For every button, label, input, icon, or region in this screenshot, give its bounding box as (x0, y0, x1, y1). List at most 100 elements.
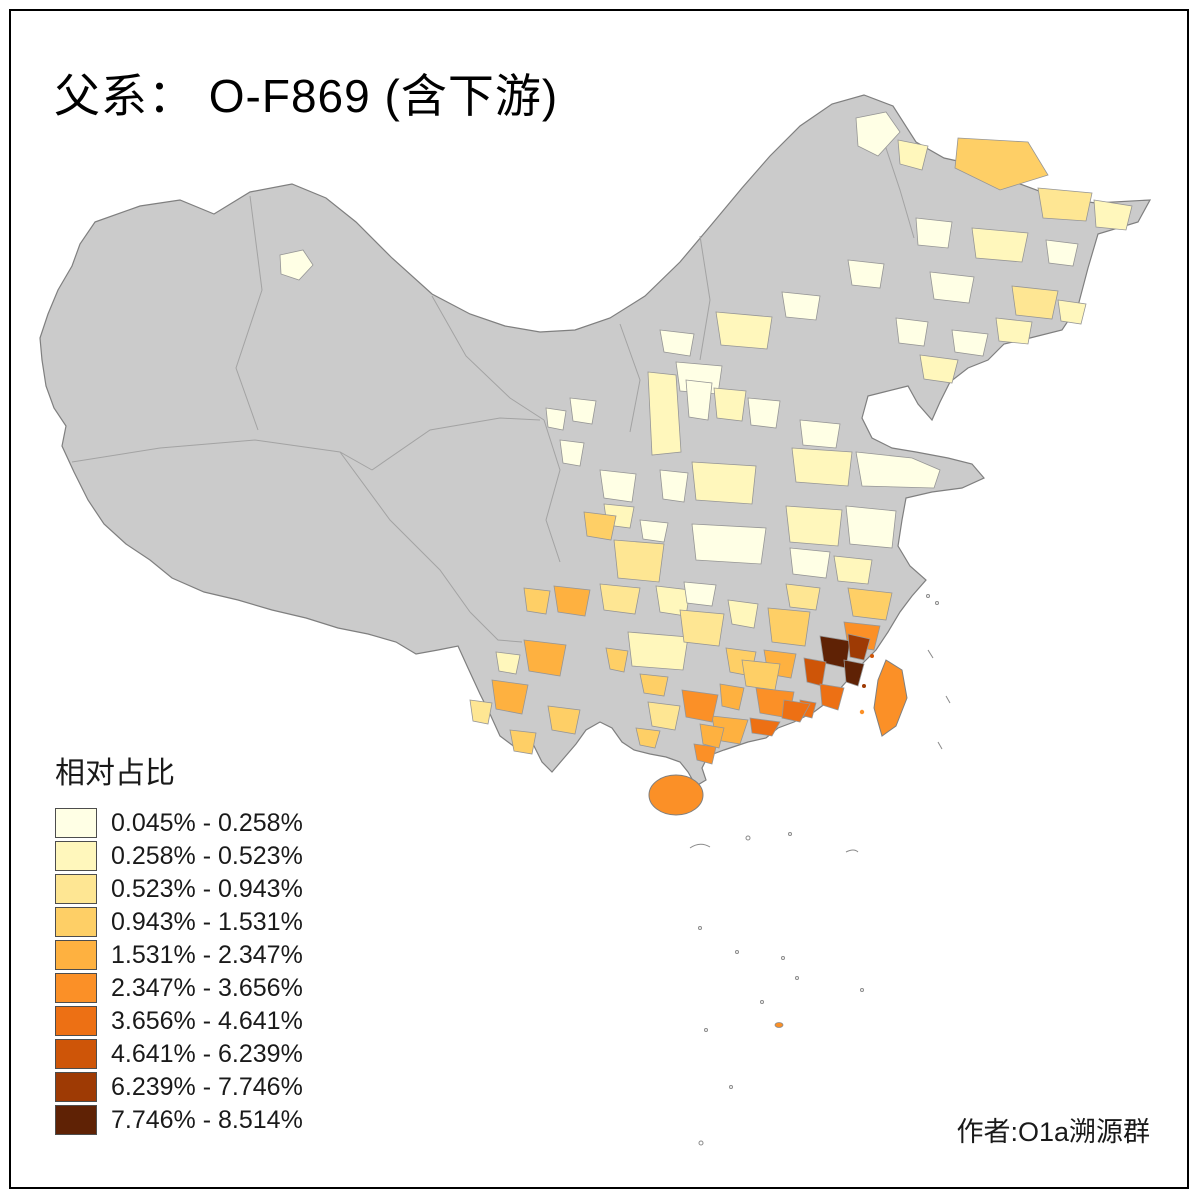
coastal-islet (862, 684, 866, 688)
map-region (1093, 199, 1133, 231)
map-region (1037, 187, 1093, 222)
legend-row: 0.258% - 0.523% (55, 841, 303, 871)
map-region (627, 631, 689, 671)
map-region (679, 609, 725, 647)
map-region (1011, 285, 1059, 320)
map-region (843, 659, 865, 687)
legend-row: 3.656% - 4.641% (55, 1006, 303, 1036)
map-region (919, 354, 959, 384)
map-region (803, 657, 827, 687)
map-region (897, 139, 929, 171)
map-region (639, 673, 669, 697)
legend-label: 0.943% - 1.531% (111, 907, 303, 936)
map-region (547, 705, 581, 735)
legend-label: 4.641% - 6.239% (111, 1039, 303, 1068)
map-region (995, 317, 1033, 345)
legend-title: 相对占比 (55, 757, 175, 790)
legend-label: 7.746% - 8.514% (111, 1105, 303, 1134)
map-region (715, 311, 773, 350)
prefecture-regions (279, 111, 1133, 765)
penghu-islet (859, 709, 865, 715)
map-region (847, 259, 885, 289)
map-region (605, 647, 629, 673)
map-region (693, 743, 717, 765)
legend-row: 4.641% - 6.239% (55, 1039, 303, 1069)
map-region (523, 587, 551, 615)
legend-label: 1.531% - 2.347% (111, 940, 303, 969)
legend-label: 6.239% - 7.746% (111, 1072, 303, 1101)
map-region (545, 407, 567, 431)
map-region (599, 583, 641, 615)
legend-label: 0.045% - 0.258% (111, 808, 303, 837)
map-region (929, 271, 975, 304)
legend-row: 6.239% - 7.746% (55, 1072, 303, 1102)
map-region (767, 607, 811, 647)
hainan-island (648, 774, 704, 816)
map-region (799, 419, 841, 449)
legend-row: 0.045% - 0.258% (55, 808, 303, 838)
map-region (791, 447, 853, 487)
legend-row: 7.746% - 8.514% (55, 1105, 303, 1135)
map-region (833, 555, 873, 585)
legend-label: 3.656% - 4.641% (111, 1006, 303, 1035)
map-region (855, 451, 941, 489)
map-region (469, 699, 493, 725)
legend-row: 1.531% - 2.347% (55, 940, 303, 970)
map-region (559, 439, 585, 467)
pratas-islet (774, 1022, 784, 1028)
map-region (741, 659, 781, 691)
china-mainland (39, 94, 1152, 787)
map-region (509, 729, 537, 755)
legend-swatch (55, 1072, 97, 1102)
map-region (691, 461, 757, 505)
province-borders (71, 129, 915, 643)
map-region (727, 599, 759, 629)
map-region (781, 699, 811, 723)
map-region (553, 585, 591, 617)
map-region (781, 291, 821, 321)
map-region (613, 539, 665, 583)
map-region (635, 727, 661, 749)
legend-swatch (55, 1039, 97, 1069)
map-region (569, 397, 597, 425)
map-region (279, 249, 314, 281)
map-region (523, 639, 567, 677)
legend-row: 2.347% - 3.656% (55, 973, 303, 1003)
map-region (639, 519, 669, 543)
author-credit: 作者:O1a溯源群 (956, 1117, 1150, 1147)
legend-swatch (55, 841, 97, 871)
map-region (749, 717, 781, 737)
map-region (847, 587, 893, 621)
legend-swatch (55, 907, 97, 937)
legend-label: 2.347% - 3.656% (111, 973, 303, 1002)
legend-row: 0.943% - 1.531% (55, 907, 303, 937)
legend-row: 0.523% - 0.943% (55, 874, 303, 904)
legend-label: 0.523% - 0.943% (111, 874, 303, 903)
map-region (951, 329, 989, 357)
map-region (819, 683, 845, 711)
legend-swatch (55, 940, 97, 970)
map-region (659, 469, 689, 503)
south-china-sea-islands (689, 594, 951, 1146)
legend-swatch (55, 874, 97, 904)
map-region (1057, 299, 1087, 325)
map-region (713, 387, 747, 422)
map-region (847, 633, 871, 661)
map-region (719, 683, 745, 711)
map-region (681, 689, 719, 723)
map-region (491, 679, 529, 715)
legend-label: 0.258% - 0.523% (111, 841, 303, 870)
map-region (691, 523, 767, 565)
map-region (583, 511, 617, 541)
map-region (659, 329, 695, 357)
legend-swatch (55, 808, 97, 838)
map-region (915, 217, 953, 249)
map-region (954, 137, 1049, 191)
legend-swatch (55, 1105, 97, 1135)
map-region (855, 111, 901, 157)
map-region (495, 651, 521, 675)
map-region (647, 371, 682, 456)
coastal-islet (870, 654, 874, 658)
